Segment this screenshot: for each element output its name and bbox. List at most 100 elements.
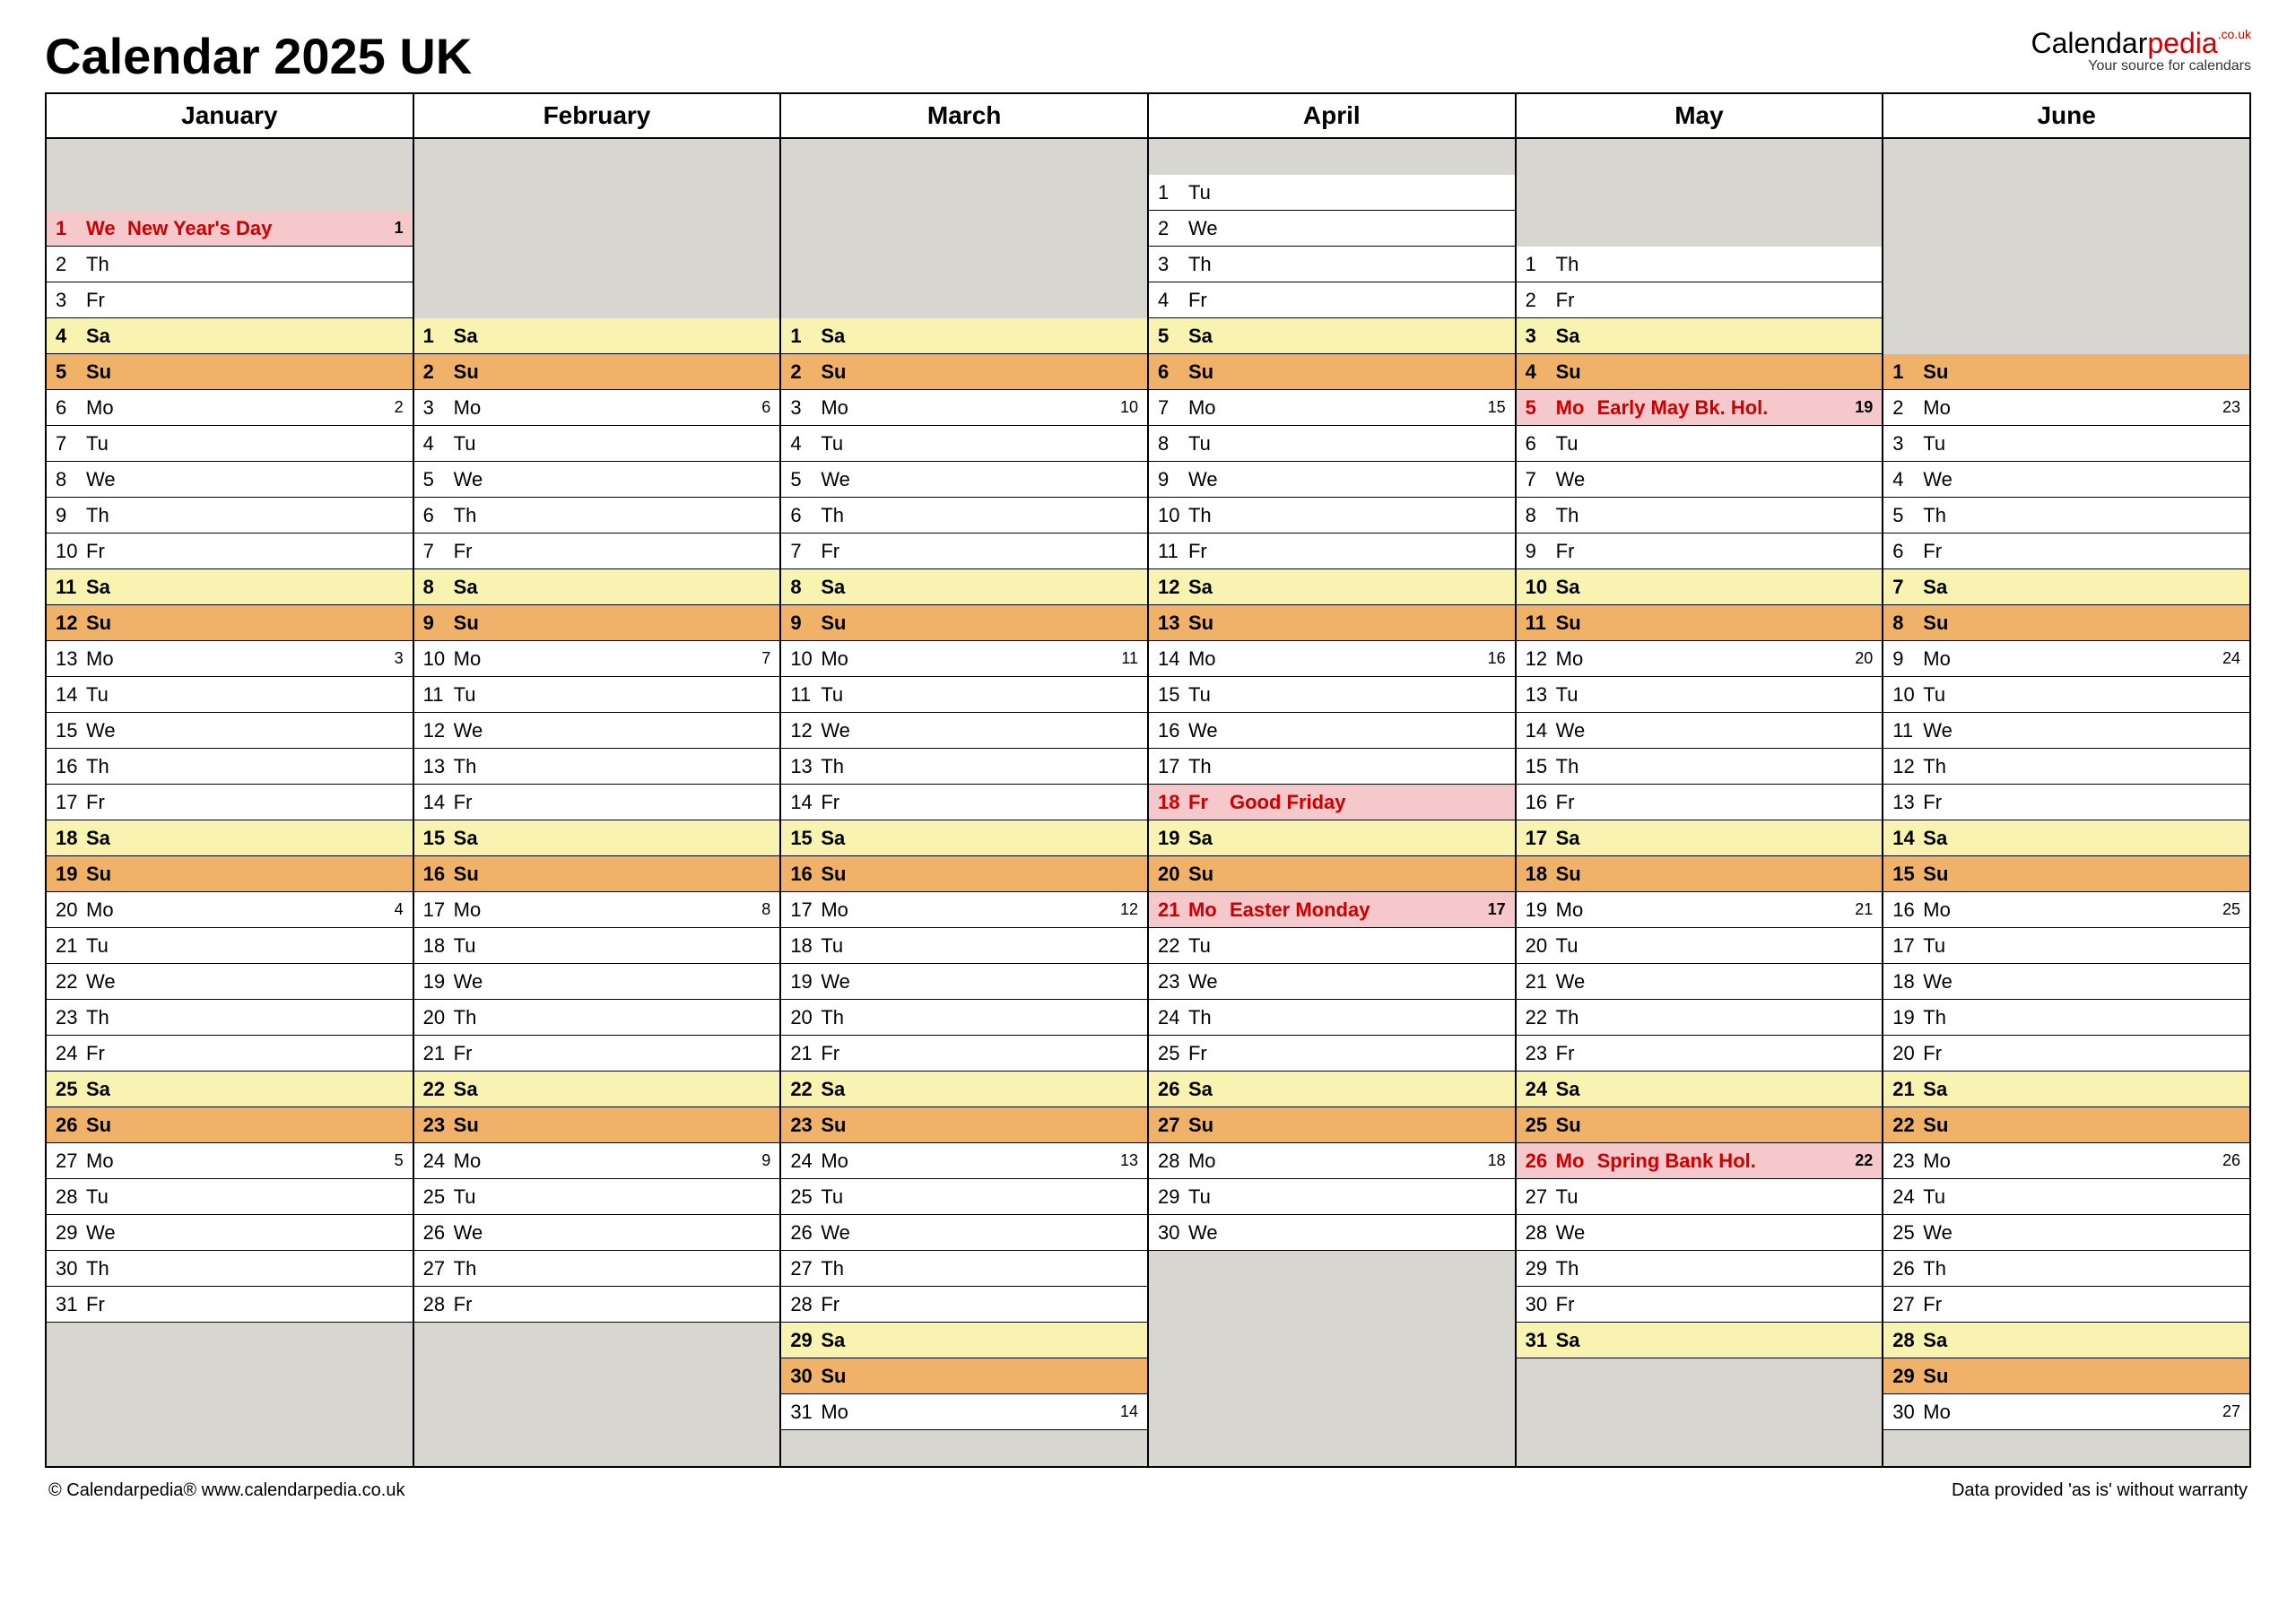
month-header: March bbox=[780, 93, 1148, 138]
day-cell: 2Su bbox=[781, 354, 1147, 390]
day-number: 15 bbox=[790, 827, 821, 850]
day-cell: 8Sa bbox=[414, 569, 780, 605]
day-cell: 7We bbox=[1517, 462, 1883, 498]
header: Calendar 2025 UK Calendarpedia.co.uk You… bbox=[45, 27, 2251, 85]
week-number: 14 bbox=[1120, 1402, 1140, 1421]
day-of-week: Su bbox=[454, 360, 490, 384]
day-cell: 29Sa bbox=[781, 1323, 1147, 1358]
day-of-week: Su bbox=[454, 1114, 490, 1137]
day-number: 14 bbox=[423, 791, 454, 814]
day-number: 22 bbox=[1526, 1006, 1556, 1029]
day-number: 2 bbox=[423, 360, 454, 384]
day-of-week: Th bbox=[1556, 1006, 1592, 1029]
day-cell: 3Fr bbox=[47, 282, 413, 318]
day-number: 8 bbox=[423, 576, 454, 599]
day-cell: 17Mo8 bbox=[414, 892, 780, 928]
day-number: 8 bbox=[790, 576, 821, 599]
calendar-body-row: 1WeNew Year's Day12Th3Fr4Sa5Su6Mo27Tu8We… bbox=[46, 138, 2250, 1467]
day-of-week: We bbox=[86, 719, 122, 742]
day-cell: 21Sa bbox=[1883, 1072, 2249, 1107]
day-of-week: Fr bbox=[86, 540, 122, 563]
day-number: 29 bbox=[1892, 1365, 1923, 1388]
day-cell: 19We bbox=[781, 964, 1147, 1000]
empty-cell bbox=[414, 247, 780, 282]
day-cell: 26We bbox=[414, 1215, 780, 1251]
day-cell: 25Su bbox=[1517, 1107, 1883, 1143]
day-number: 9 bbox=[423, 612, 454, 635]
day-number: 18 bbox=[56, 827, 86, 850]
day-number: 21 bbox=[1526, 970, 1556, 994]
day-number: 6 bbox=[1892, 540, 1923, 563]
day-of-week: Tu bbox=[1556, 683, 1592, 707]
day-number: 3 bbox=[1158, 253, 1188, 276]
week-number: 5 bbox=[395, 1151, 405, 1170]
day-number: 4 bbox=[790, 432, 821, 456]
day-number: 24 bbox=[423, 1150, 454, 1173]
day-cell: 5Th bbox=[1883, 498, 2249, 534]
day-of-week: Sa bbox=[454, 576, 490, 599]
day-number: 12 bbox=[1526, 647, 1556, 671]
day-number: 20 bbox=[1158, 863, 1188, 886]
logo: Calendarpedia.co.uk Your source for cale… bbox=[2031, 27, 2251, 74]
day-of-week: Mo bbox=[86, 1150, 122, 1173]
day-cell: 20Tu bbox=[1517, 928, 1883, 964]
day-cell: 31Mo14 bbox=[781, 1394, 1147, 1430]
day-number: 6 bbox=[1158, 360, 1188, 384]
empty-cell bbox=[781, 1430, 1147, 1466]
day-cell: 12We bbox=[414, 713, 780, 749]
day-number: 17 bbox=[1526, 827, 1556, 850]
day-of-week: Sa bbox=[1188, 325, 1224, 348]
week-number: 9 bbox=[761, 1151, 772, 1170]
day-number: 14 bbox=[790, 791, 821, 814]
day-of-week: Fr bbox=[821, 791, 857, 814]
day-of-week: Fr bbox=[1923, 1042, 1959, 1065]
day-of-week: Th bbox=[454, 755, 490, 778]
day-cell: 13Su bbox=[1149, 605, 1515, 641]
day-cell: 12Mo20 bbox=[1517, 641, 1883, 677]
day-number: 8 bbox=[56, 468, 86, 491]
day-number: 11 bbox=[1526, 612, 1556, 635]
footer: © Calendarpedia® www.calendarpedia.co.uk… bbox=[45, 1468, 2251, 1501]
day-of-week: Mo bbox=[821, 1401, 857, 1424]
day-of-week: Sa bbox=[1923, 1329, 1959, 1352]
day-number: 28 bbox=[1526, 1221, 1556, 1245]
day-of-week: Mo bbox=[1556, 396, 1592, 420]
day-cell: 21Fr bbox=[414, 1036, 780, 1072]
month-header: May bbox=[1516, 93, 1883, 138]
day-of-week: We bbox=[1188, 719, 1224, 742]
day-cell: 6Tu bbox=[1517, 426, 1883, 462]
day-cell: 1WeNew Year's Day1 bbox=[47, 211, 413, 247]
day-cell: 3Mo10 bbox=[781, 390, 1147, 426]
day-of-week: Fr bbox=[1923, 540, 1959, 563]
day-cell: 13Mo3 bbox=[47, 641, 413, 677]
day-cell: 8Sa bbox=[781, 569, 1147, 605]
day-cell: 28Fr bbox=[781, 1287, 1147, 1323]
day-number: 23 bbox=[790, 1114, 821, 1137]
day-cell: 20Th bbox=[781, 1000, 1147, 1036]
week-number: 22 bbox=[1855, 1151, 1874, 1170]
day-of-week: Fr bbox=[821, 1293, 857, 1316]
day-cell: 17Tu bbox=[1883, 928, 2249, 964]
day-number: 22 bbox=[56, 970, 86, 994]
day-cell: 20Su bbox=[1149, 856, 1515, 892]
day-of-week: Fr bbox=[1556, 1293, 1592, 1316]
day-of-week: Tu bbox=[1556, 1185, 1592, 1209]
day-of-week: Fr bbox=[1188, 791, 1224, 814]
day-of-week: Mo bbox=[821, 396, 857, 420]
day-cell: 14Sa bbox=[1883, 820, 2249, 856]
day-cell: 7Mo15 bbox=[1149, 390, 1515, 426]
day-of-week: Tu bbox=[821, 1185, 857, 1209]
day-of-week: Tu bbox=[1923, 432, 1959, 456]
day-of-week: Mo bbox=[454, 396, 490, 420]
day-of-week: Th bbox=[86, 755, 122, 778]
day-number: 19 bbox=[56, 863, 86, 886]
empty-cell bbox=[1883, 318, 2249, 354]
day-number: 16 bbox=[56, 755, 86, 778]
day-of-week: Mo bbox=[1556, 898, 1592, 922]
day-cell: 13Th bbox=[414, 749, 780, 785]
day-of-week: We bbox=[86, 217, 122, 240]
day-cell: 25Sa bbox=[47, 1072, 413, 1107]
month-column: 1Tu2We3Th4Fr5Sa6Su7Mo158Tu9We10Th11Fr12S… bbox=[1148, 138, 1516, 1467]
day-cell: 8Tu bbox=[1149, 426, 1515, 462]
week-number: 3 bbox=[395, 649, 405, 668]
